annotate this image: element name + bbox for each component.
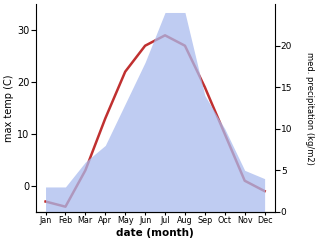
Y-axis label: med. precipitation (kg/m2): med. precipitation (kg/m2) — [305, 52, 314, 165]
X-axis label: date (month): date (month) — [116, 228, 194, 238]
Y-axis label: max temp (C): max temp (C) — [4, 74, 14, 142]
